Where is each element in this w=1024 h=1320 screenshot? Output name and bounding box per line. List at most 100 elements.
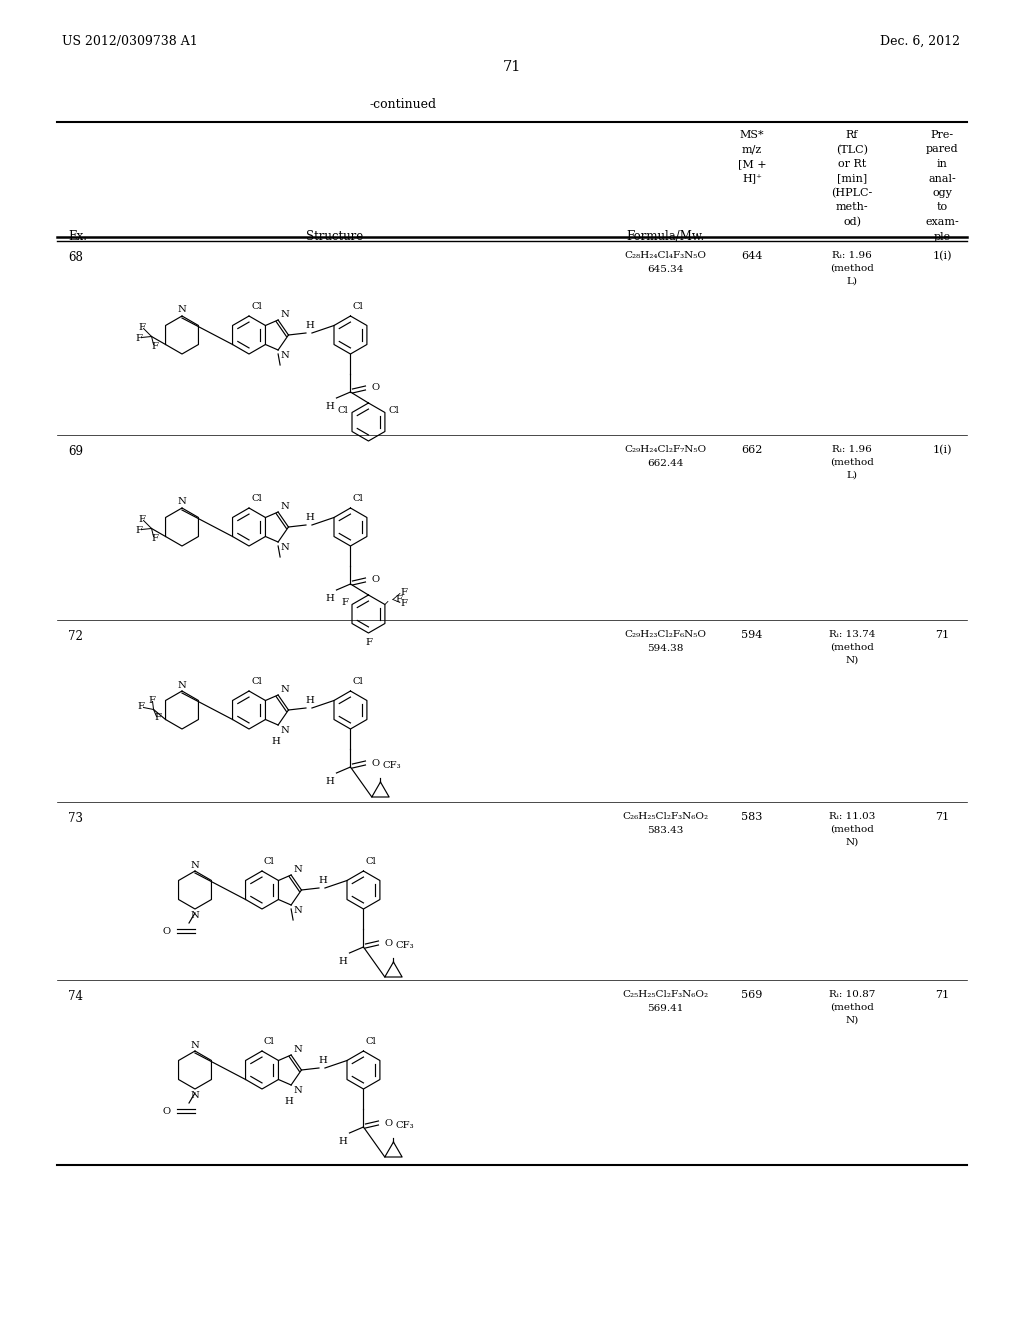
Text: Cl: Cl xyxy=(264,1038,274,1045)
Text: H: H xyxy=(318,1056,328,1065)
Text: L): L) xyxy=(847,471,857,480)
Text: O: O xyxy=(372,576,380,585)
Text: H: H xyxy=(325,777,334,785)
Text: 68: 68 xyxy=(68,251,83,264)
Text: F: F xyxy=(135,334,142,343)
Text: 662.44: 662.44 xyxy=(647,459,683,469)
Text: 74: 74 xyxy=(68,990,83,1003)
Text: F: F xyxy=(138,515,145,524)
Text: H: H xyxy=(338,1137,347,1146)
Text: CF₃: CF₃ xyxy=(395,941,414,950)
Text: C₂₉H₂₃Cl₂F₆N₅O: C₂₉H₂₃Cl₂F₆N₅O xyxy=(624,630,706,639)
Text: F: F xyxy=(154,713,161,722)
Text: MS*: MS* xyxy=(739,129,764,140)
Text: 69: 69 xyxy=(68,445,83,458)
Text: N: N xyxy=(293,906,302,915)
Text: Cl: Cl xyxy=(366,1038,376,1045)
Text: C₂₉H₂₄Cl₂F₇N₅O: C₂₉H₂₄Cl₂F₇N₅O xyxy=(624,445,707,454)
Text: F: F xyxy=(137,702,144,711)
Text: 583.43: 583.43 xyxy=(647,826,683,836)
Text: 569.41: 569.41 xyxy=(647,1005,683,1012)
Text: F: F xyxy=(401,599,408,609)
Text: F: F xyxy=(135,525,142,535)
Text: N: N xyxy=(281,543,289,552)
Text: (method: (method xyxy=(830,1003,873,1012)
Text: Rᵢ: 13.74: Rᵢ: 13.74 xyxy=(828,630,876,639)
Text: pared: pared xyxy=(926,144,958,154)
Text: (TLC): (TLC) xyxy=(836,144,868,154)
Text: Cl: Cl xyxy=(352,494,364,503)
Text: Cl: Cl xyxy=(352,302,364,312)
Text: 71: 71 xyxy=(935,990,949,1001)
Text: (method: (method xyxy=(830,458,873,467)
Text: anal-: anal- xyxy=(928,173,955,183)
Text: H: H xyxy=(325,403,334,411)
Text: m/z: m/z xyxy=(741,144,762,154)
Text: Cl: Cl xyxy=(251,302,262,312)
Text: Rf: Rf xyxy=(846,129,858,140)
Text: US 2012/0309738 A1: US 2012/0309738 A1 xyxy=(62,36,198,48)
Text: N: N xyxy=(281,310,289,319)
Text: (HPLC-: (HPLC- xyxy=(831,187,872,198)
Text: N): N) xyxy=(846,1016,859,1026)
Text: N: N xyxy=(177,305,186,314)
Text: 569: 569 xyxy=(741,990,763,1001)
Text: C₂₅H₂₅Cl₂F₃N₆O₂: C₂₅H₂₅Cl₂F₃N₆O₂ xyxy=(622,990,708,999)
Text: 594: 594 xyxy=(741,630,763,640)
Text: N: N xyxy=(281,685,289,694)
Text: O: O xyxy=(384,1118,392,1127)
Text: C₂₈H₂₄Cl₄F₃N₅O: C₂₈H₂₄Cl₄F₃N₅O xyxy=(624,251,706,260)
Text: N: N xyxy=(190,1090,200,1100)
Text: O: O xyxy=(372,384,380,392)
Text: Cl: Cl xyxy=(352,677,364,686)
Text: 645.34: 645.34 xyxy=(647,265,683,275)
Text: Formula/Mw.: Formula/Mw. xyxy=(626,230,705,243)
Text: N: N xyxy=(293,865,302,874)
Text: H: H xyxy=(305,513,314,521)
Text: F: F xyxy=(152,535,158,543)
Text: N): N) xyxy=(846,656,859,665)
Text: F: F xyxy=(365,638,372,647)
Text: 71: 71 xyxy=(935,630,949,640)
Text: meth-: meth- xyxy=(836,202,868,213)
Text: N: N xyxy=(281,502,289,511)
Text: 644: 644 xyxy=(741,251,763,261)
Text: Rᵢ: 10.87: Rᵢ: 10.87 xyxy=(828,990,876,999)
Text: N: N xyxy=(177,681,186,689)
Text: N: N xyxy=(281,726,289,735)
Text: N: N xyxy=(190,1040,200,1049)
Text: 72: 72 xyxy=(68,630,83,643)
Text: F: F xyxy=(138,323,145,333)
Text: N: N xyxy=(190,911,200,920)
Text: Rᵢ: 1.96: Rᵢ: 1.96 xyxy=(833,445,871,454)
Text: F: F xyxy=(152,342,158,351)
Text: 71: 71 xyxy=(503,59,521,74)
Text: 71: 71 xyxy=(935,812,949,822)
Text: H: H xyxy=(271,737,281,746)
Text: F: F xyxy=(148,696,155,705)
Text: 1(i): 1(i) xyxy=(932,251,951,261)
Text: Cl: Cl xyxy=(251,494,262,503)
Text: (method: (method xyxy=(830,643,873,652)
Text: CF₃: CF₃ xyxy=(382,762,401,770)
Text: or Rt: or Rt xyxy=(838,158,866,169)
Text: Cl: Cl xyxy=(251,677,262,686)
Text: Structure: Structure xyxy=(306,230,364,243)
Text: C₂₆H₂₅Cl₂F₃N₆O₂: C₂₆H₂₅Cl₂F₃N₆O₂ xyxy=(622,812,708,821)
Text: Pre-: Pre- xyxy=(931,129,953,140)
Text: F: F xyxy=(341,598,348,607)
Text: F: F xyxy=(396,595,402,605)
Text: Rᵢ: 1.96: Rᵢ: 1.96 xyxy=(833,251,871,260)
Text: H: H xyxy=(338,957,347,966)
Text: 73: 73 xyxy=(68,812,83,825)
Text: H: H xyxy=(305,321,314,330)
Text: F: F xyxy=(401,587,408,597)
Text: ple: ple xyxy=(934,231,950,242)
Text: Ex.: Ex. xyxy=(68,230,87,243)
Text: (method: (method xyxy=(830,825,873,834)
Text: -continued: -continued xyxy=(370,98,437,111)
Text: 594.38: 594.38 xyxy=(647,644,683,653)
Text: O: O xyxy=(163,927,171,936)
Text: Cl: Cl xyxy=(366,857,376,866)
Text: N: N xyxy=(293,1086,302,1096)
